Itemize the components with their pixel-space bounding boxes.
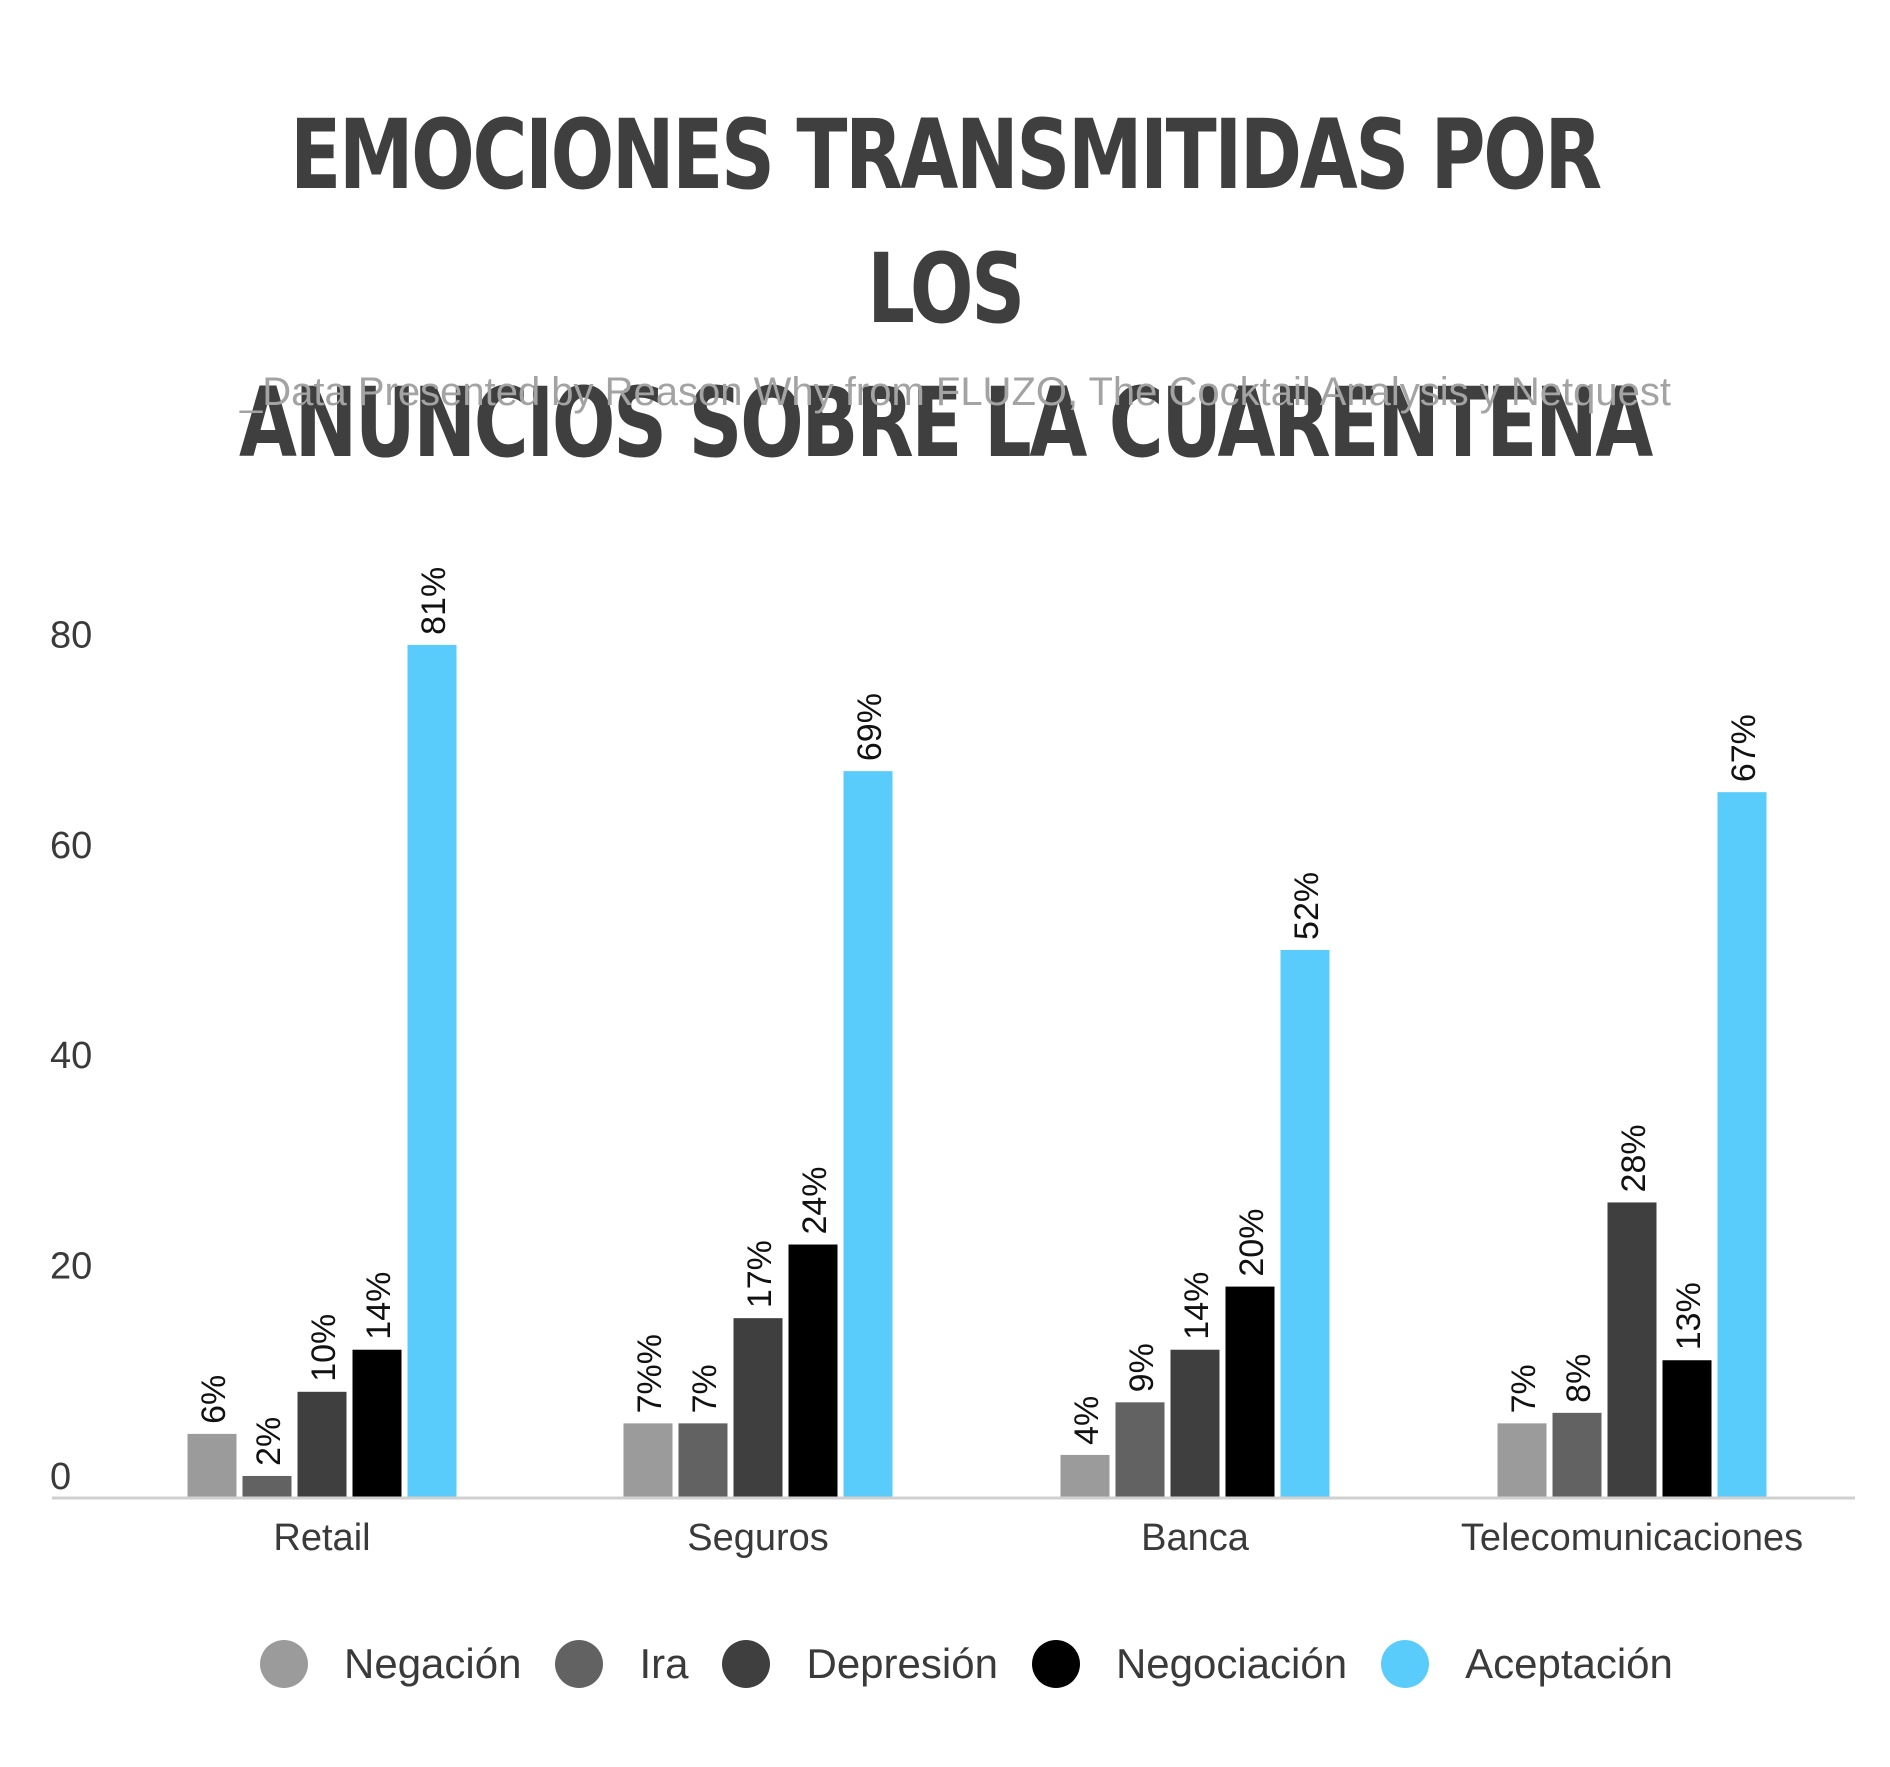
legend-item: Negación [260, 1640, 521, 1688]
legend-marker [722, 1640, 771, 1688]
legend-label: Ira [639, 1640, 689, 1687]
data-label: 28% [1615, 1124, 1653, 1192]
bar-negociación-banca [1225, 1286, 1275, 1497]
x-tick-label: Banca [1141, 1517, 1250, 1559]
legend-label: Aceptación [1465, 1640, 1673, 1687]
data-label: 7%% [631, 1334, 669, 1413]
legend-item: Aceptación [1381, 1640, 1673, 1688]
bar-aceptación-retail [407, 644, 457, 1497]
y-tick-label: 40 [50, 1035, 92, 1077]
legend-label: Negociación [1115, 1640, 1348, 1687]
bar-negociación-telecomunicaciones [1662, 1360, 1712, 1497]
bar-negación-retail [187, 1433, 237, 1497]
legend: Negación Ira Depresión Negociación Aceptació… [260, 1640, 1707, 1688]
bar-negación-seguros [623, 1423, 673, 1497]
bar-negociación-retail [352, 1349, 402, 1497]
data-label: 9% [1123, 1343, 1161, 1392]
bar-negación-telecomunicaciones [1497, 1423, 1547, 1497]
bar-ira-retail [242, 1475, 292, 1497]
data-label: 10% [305, 1314, 343, 1382]
legend-item: Depresión [722, 1640, 998, 1688]
bar-depresión-banca [1170, 1349, 1220, 1497]
legend-label: Depresión [806, 1640, 998, 1687]
bar-aceptación-telecomunicaciones [1717, 792, 1767, 1497]
data-label: 81% [415, 567, 453, 635]
legend-label: Negación [344, 1640, 522, 1687]
data-label: 13% [1670, 1282, 1708, 1350]
bar-ira-banca [1115, 1402, 1165, 1497]
bar-depresión-seguros [733, 1318, 783, 1497]
data-label: 52% [1288, 872, 1326, 940]
y-tick-label: 80 [50, 614, 92, 656]
data-label: 69% [851, 693, 889, 761]
y-tick-label: 0 [50, 1456, 71, 1498]
legend-item: Ira [555, 1640, 688, 1688]
x-tick-label: Retail [273, 1517, 370, 1559]
y-tick-label: 20 [50, 1246, 92, 1288]
legend-marker [260, 1640, 308, 1688]
legend-item: Negociación [1031, 1640, 1348, 1688]
chart-subtitle: _Data Presented by Reason Why from FLUZO… [240, 370, 1671, 414]
data-label: 7% [1505, 1364, 1543, 1413]
chart-title-line-2: ANUNCIOS SOBRE LA CUARENTENA [238, 367, 1653, 479]
bar-ira-seguros [678, 1423, 728, 1497]
chart-title-line-1: EMOCIONES TRANSMITIDAS POR LOS [290, 99, 1602, 345]
data-label: 20% [1233, 1209, 1271, 1277]
data-label: 7% [686, 1364, 724, 1413]
data-label: 24% [796, 1166, 834, 1234]
bar-depresión-retail [297, 1391, 347, 1497]
bar-aceptación-banca [1280, 949, 1330, 1497]
data-label: 2% [250, 1417, 288, 1466]
y-tick-label: 60 [50, 825, 92, 867]
bar-negación-banca [1060, 1454, 1110, 1497]
bar-negociación-seguros [788, 1244, 838, 1497]
data-label: 67% [1725, 714, 1763, 782]
legend-marker [1031, 1640, 1080, 1688]
bar-aceptación-seguros [843, 771, 893, 1497]
data-label: 8% [1560, 1354, 1598, 1403]
bar-depresión-telecomunicaciones [1607, 1202, 1657, 1497]
legend-marker [555, 1640, 604, 1688]
chart-title: EMOCIONES TRANSMITIDAS POR LOS ANUNCIOS … [208, 88, 1682, 490]
legend-marker [1381, 1640, 1430, 1688]
data-label: 6% [195, 1375, 233, 1424]
bar-ira-telecomunicaciones [1552, 1412, 1602, 1497]
data-label: 14% [1178, 1272, 1216, 1340]
data-label: 4% [1068, 1396, 1106, 1445]
data-label: 17% [741, 1240, 779, 1308]
data-label: 14% [360, 1272, 398, 1340]
x-tick-label: Seguros [687, 1517, 829, 1559]
x-tick-label: Telecomunicaciones [1461, 1517, 1803, 1559]
